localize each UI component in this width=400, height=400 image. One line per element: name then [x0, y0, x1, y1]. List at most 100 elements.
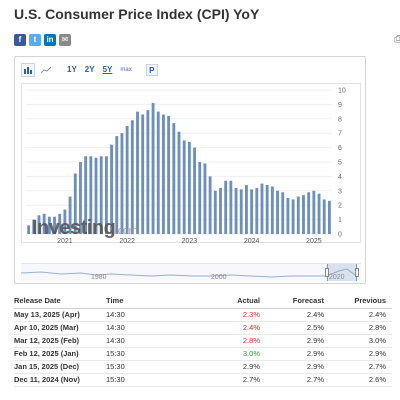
cpi-bar[interactable] — [302, 195, 305, 234]
cpi-bar[interactable] — [198, 162, 202, 234]
cpi-bar[interactable] — [276, 190, 279, 234]
cpi-bar[interactable] — [53, 216, 56, 234]
cpi-bar[interactable] — [37, 215, 41, 234]
table-row: May 13, 2025 (Apr) 14:30 2.3% 2.4% 2.4% — [14, 308, 392, 322]
p-button[interactable]: P — [145, 64, 158, 76]
cpi-bar[interactable] — [260, 183, 264, 234]
release-date: Dec 11, 2024 (Nov) — [14, 373, 106, 387]
cpi-bar[interactable] — [172, 123, 176, 234]
cpi-bar[interactable] — [296, 196, 300, 234]
cpi-bar[interactable] — [42, 213, 46, 234]
cpi-bar[interactable] — [73, 173, 77, 234]
cpi-bar[interactable] — [63, 209, 67, 234]
chart-toolbar: 1Y 2Y 5Y max P — [15, 57, 365, 83]
bar-chart-icon[interactable] — [21, 63, 35, 77]
cpi-bar[interactable] — [68, 196, 72, 234]
previous-value: 2.4% — [330, 308, 392, 322]
y-tick-label: 8 — [338, 116, 342, 123]
facebook-share-button[interactable]: f — [14, 34, 26, 46]
cpi-bar[interactable] — [89, 156, 93, 234]
range-5y-button[interactable]: 5Y — [102, 65, 113, 74]
linkedin-share-button[interactable]: in — [44, 34, 56, 46]
cpi-bar[interactable] — [281, 192, 285, 234]
cpi-bar[interactable] — [182, 140, 186, 234]
actual-value: 2.9% — [186, 360, 266, 374]
cpi-bar[interactable] — [120, 133, 124, 234]
time-header[interactable]: Time — [106, 294, 186, 309]
cpi-bar[interactable] — [99, 156, 103, 234]
share-bar: f t in ✉ — [14, 34, 71, 46]
cpi-bar[interactable] — [286, 198, 290, 234]
navigator-window[interactable] — [325, 264, 359, 281]
cpi-bar[interactable] — [244, 185, 248, 234]
cpi-bar[interactable] — [250, 189, 254, 234]
navigator-label: 2000 — [211, 274, 227, 281]
cpi-bar[interactable] — [27, 225, 31, 234]
forecast-value: 2.4% — [266, 308, 330, 322]
chart-plot-area[interactable]: 0 1 2 3 4 5 6 7 8 9 10 2021 2022 2023 2024 2025 Investi… — [21, 83, 361, 244]
actual-value: 2.7% — [186, 373, 266, 387]
twitter-share-button[interactable]: t — [29, 34, 41, 46]
cpi-bar[interactable] — [156, 111, 160, 234]
cpi-bar[interactable] — [229, 180, 233, 234]
release-time: 15:30 — [106, 373, 186, 387]
range-1y-button[interactable]: 1Y — [67, 65, 77, 74]
cpi-bar[interactable] — [79, 162, 82, 234]
cpi-bar[interactable] — [312, 190, 316, 234]
range-max-button[interactable]: max — [120, 67, 132, 73]
cpi-bar[interactable] — [167, 115, 171, 234]
cpi-bar[interactable] — [32, 219, 36, 234]
release-history-table: Release Date Time Actual Forecast Previo… — [14, 294, 392, 387]
chart-navigator[interactable]: 1980 2000 2020 — [21, 263, 361, 281]
cpi-bar[interactable] — [141, 114, 145, 234]
actual-value: 2.3% — [186, 308, 266, 322]
range-2y-button[interactable]: 2Y — [84, 65, 95, 74]
cpi-bar[interactable] — [84, 156, 88, 234]
cpi-bar[interactable] — [115, 136, 119, 234]
cpi-bar[interactable] — [177, 131, 181, 234]
cpi-bar[interactable] — [234, 187, 238, 234]
forecast-header[interactable]: Forecast — [266, 294, 330, 309]
cpi-bar[interactable] — [193, 147, 196, 234]
cpi-bar[interactable] — [125, 126, 129, 234]
actual-header[interactable]: Actual — [186, 294, 266, 309]
y-tick-label: 10 — [338, 88, 346, 95]
cpi-bar[interactable] — [203, 163, 207, 234]
cpi-bar[interactable] — [187, 141, 191, 234]
email-share-button[interactable]: ✉ — [59, 34, 71, 46]
cpi-bar[interactable] — [94, 157, 98, 234]
cpi-bar[interactable] — [291, 199, 295, 234]
cpi-bar[interactable] — [322, 199, 326, 234]
cpi-bar[interactable] — [146, 110, 150, 234]
printer-icon[interactable]: ⎙ — [394, 34, 400, 45]
cpi-bar[interactable] — [162, 114, 165, 234]
cpi-bar[interactable] — [151, 102, 155, 235]
cpi-bar[interactable] — [47, 216, 51, 234]
cpi-bar[interactable] — [58, 213, 62, 234]
cpi-bar[interactable] — [130, 120, 134, 234]
table-row: Feb 12, 2025 (Jan) 15:30 3.0% 2.9% 2.9% — [14, 347, 392, 361]
cpi-bar[interactable] — [136, 111, 139, 234]
navigator-right-handle[interactable] — [355, 268, 359, 277]
cpi-bar[interactable] — [219, 187, 222, 234]
cpi-bar[interactable] — [104, 156, 108, 234]
cpi-bar[interactable] — [317, 193, 321, 234]
cpi-bar[interactable] — [213, 190, 217, 234]
release-date-header[interactable]: Release Date — [14, 294, 106, 309]
forecast-value: 2.7% — [266, 373, 330, 387]
cpi-bar[interactable] — [208, 176, 212, 234]
line-chart-icon[interactable] — [39, 63, 53, 77]
cpi-bar[interactable] — [327, 200, 331, 234]
cpi-bar[interactable] — [110, 144, 114, 234]
x-tick-label: 2022 — [119, 238, 135, 244]
previous-value: 3.0% — [330, 334, 392, 348]
cpi-bar[interactable] — [224, 180, 228, 234]
navigator-left-handle[interactable] — [325, 268, 329, 277]
cpi-bar[interactable] — [255, 187, 259, 234]
cpi-bar[interactable] — [270, 186, 274, 234]
cpi-bar[interactable] — [265, 185, 269, 234]
previous-header[interactable]: Previous — [330, 294, 392, 309]
x-tick-label: 2025 — [306, 238, 322, 244]
cpi-bar[interactable] — [239, 189, 243, 234]
cpi-bar[interactable] — [307, 192, 311, 234]
